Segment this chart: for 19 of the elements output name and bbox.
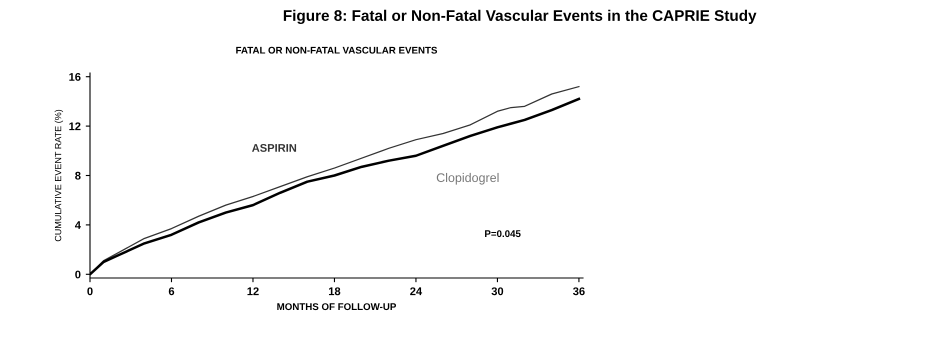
x-tick-label: 24 [410,287,422,296]
y-tick-label: 0 [75,270,81,278]
y-tick-label: 16 [69,72,81,81]
series-label: Clopidogrel [436,172,499,185]
x-tick-label: 36 [573,287,585,296]
x-tick-label: 12 [247,287,259,296]
chart-subtitle: FATAL OR NON-FATAL VASCULAR EVENTS [236,46,438,54]
x-tick-label: 0 [87,287,93,296]
y-tick-label: 12 [69,122,81,130]
chart-title: Figure 8: Fatal or Non-Fatal Vascular Events in the CAPRIE Study [284,10,756,24]
y-tick-label: 8 [75,172,81,180]
x-tick-label: 30 [492,287,504,296]
x-axis-title: MONTHS OF FOLLOW-UP [277,303,396,310]
text: ASPIRIN [252,144,296,152]
y-tick-label: 4 [74,221,81,229]
annotation: P=0.045 [485,230,521,238]
x-tick-label: 6 [168,287,174,296]
x-tick-label: 18 [328,287,340,296]
y-axis-title: CUMULATIVE EVENT RATE (%) [54,110,64,242]
